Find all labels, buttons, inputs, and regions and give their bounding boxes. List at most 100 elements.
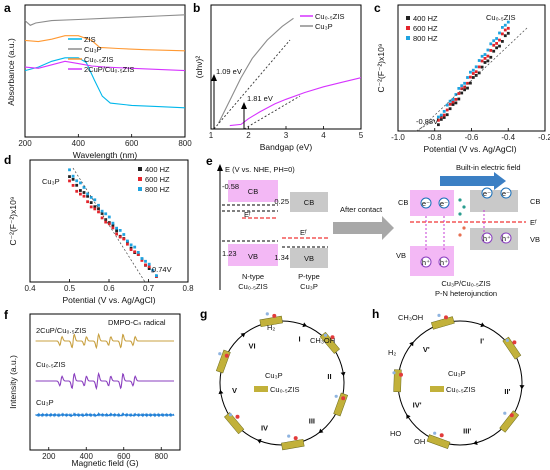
data-point	[442, 116, 446, 119]
data-point	[454, 93, 458, 96]
data-point	[466, 76, 469, 79]
series-line-b-0	[229, 77, 362, 127]
data-point	[480, 65, 484, 69]
atom	[437, 313, 441, 317]
x-tick-label: 200	[42, 452, 56, 461]
legend-d-400: 400 HZ	[145, 165, 170, 174]
panel-label-f: f	[4, 308, 9, 322]
data-point	[460, 87, 464, 91]
data-point	[477, 65, 481, 69]
x-tick-label: -0.8	[428, 133, 442, 142]
data-point	[448, 102, 452, 106]
data-point	[79, 181, 82, 185]
panel-e: e E (V vs. NHE, PH=0) CB -0.58 VB 1.23 E…	[206, 154, 540, 298]
x-tick-label: -0.6	[465, 133, 479, 142]
data-point	[126, 242, 129, 246]
catalyst-slab	[259, 315, 283, 328]
atom	[433, 431, 437, 435]
cycle-arrow	[409, 341, 414, 347]
data-point	[107, 215, 111, 219]
cycle-arrow	[340, 371, 346, 377]
panel-label-c: c	[374, 1, 381, 15]
data-point	[89, 201, 93, 204]
panel-f-series	[35, 332, 175, 418]
panel-b-series	[218, 17, 362, 127]
x-tick-label: 400	[80, 452, 94, 461]
x-tick-label: 600	[125, 139, 139, 148]
data-point	[111, 221, 115, 225]
catalyst-slab	[319, 331, 340, 354]
panel-f-xlabel: Magnetic field (G)	[71, 458, 138, 468]
data-point	[93, 198, 97, 202]
panel-d-legend: 400 HZ 600 HZ 800 HZ	[138, 165, 170, 194]
data-point	[474, 65, 478, 69]
hole-1: h⁺	[422, 258, 430, 267]
interface-charges-2	[458, 226, 466, 237]
step-label: V	[232, 386, 237, 395]
legend-a-zis: ZIS	[84, 35, 96, 44]
legend-d-600: 600 HZ	[145, 175, 170, 184]
left-name: Cu₀.₅ZIS	[238, 282, 267, 291]
data-point	[469, 70, 472, 74]
right-cb-band	[290, 192, 328, 212]
data-point	[480, 59, 484, 63]
electron-4: e⁻	[502, 189, 510, 198]
data-point	[489, 42, 493, 46]
data-point	[498, 31, 501, 35]
data-point	[437, 123, 440, 127]
cycle-arrow	[318, 428, 324, 434]
data-point	[155, 274, 158, 277]
data-point	[97, 210, 100, 214]
cycle-arrow	[473, 440, 478, 445]
data-point	[147, 265, 151, 268]
label-f-composite: 2CuP/Cu₀.₅ZIS	[36, 326, 86, 335]
data-point	[129, 248, 133, 251]
data-point	[437, 118, 440, 122]
data-point	[111, 223, 115, 227]
data-point	[82, 191, 86, 194]
x-tick-label: 3	[284, 131, 289, 140]
step-label: VI	[249, 342, 256, 351]
data-point	[115, 229, 118, 233]
built-in-field-bar	[440, 176, 494, 186]
data-point	[489, 49, 493, 52]
data-point	[451, 100, 455, 104]
data-point	[454, 98, 458, 101]
panel-c: c -1.0 -0.8 -0.6 -0.4 -0.2 -0.88V Cu₀.₅ZIS P…	[374, 1, 550, 154]
panel-label-h: h	[372, 307, 379, 321]
legend-c-400: 400 HZ	[413, 14, 438, 23]
data-point	[474, 70, 478, 74]
tangent-cu3p	[213, 39, 291, 130]
panel-label-a: a	[4, 1, 11, 15]
data-point	[75, 183, 79, 187]
data-point	[129, 243, 133, 247]
x-tick-label: -0.2	[538, 133, 550, 142]
atom	[330, 335, 335, 340]
x-tick-label: 800	[155, 452, 169, 461]
data-point	[503, 28, 507, 32]
panel-d-xlabel: Potential (V vs. Ag/AgCl)	[62, 295, 155, 305]
h-label-h2: H₂	[388, 348, 396, 357]
label-f-cuzis: Cu₀.₅ZIS	[36, 360, 65, 369]
data-point	[445, 113, 449, 117]
data-point	[483, 53, 487, 56]
data-point	[115, 232, 118, 236]
data-point	[506, 20, 510, 24]
series-line-a-3	[24, 60, 186, 72]
step-label: IV	[261, 424, 268, 433]
panel-label-e: e	[206, 154, 213, 168]
series-line-a-2	[24, 35, 186, 52]
after-contact-label: After contact	[340, 205, 383, 214]
step-label: II	[327, 372, 331, 381]
g-label-ch3oh: CH₃OH	[310, 336, 335, 345]
panel-c-title: Cu₀.₅ZIS	[486, 13, 515, 22]
data-point	[486, 59, 490, 63]
data-point	[86, 192, 89, 196]
atom	[392, 371, 396, 375]
data-point	[68, 175, 71, 178]
data-point	[86, 194, 89, 198]
hj-cb-left-label: CB	[398, 198, 408, 207]
data-point	[503, 34, 507, 38]
panel-d-title: Cu₃P	[42, 177, 60, 186]
data-point	[503, 23, 507, 27]
